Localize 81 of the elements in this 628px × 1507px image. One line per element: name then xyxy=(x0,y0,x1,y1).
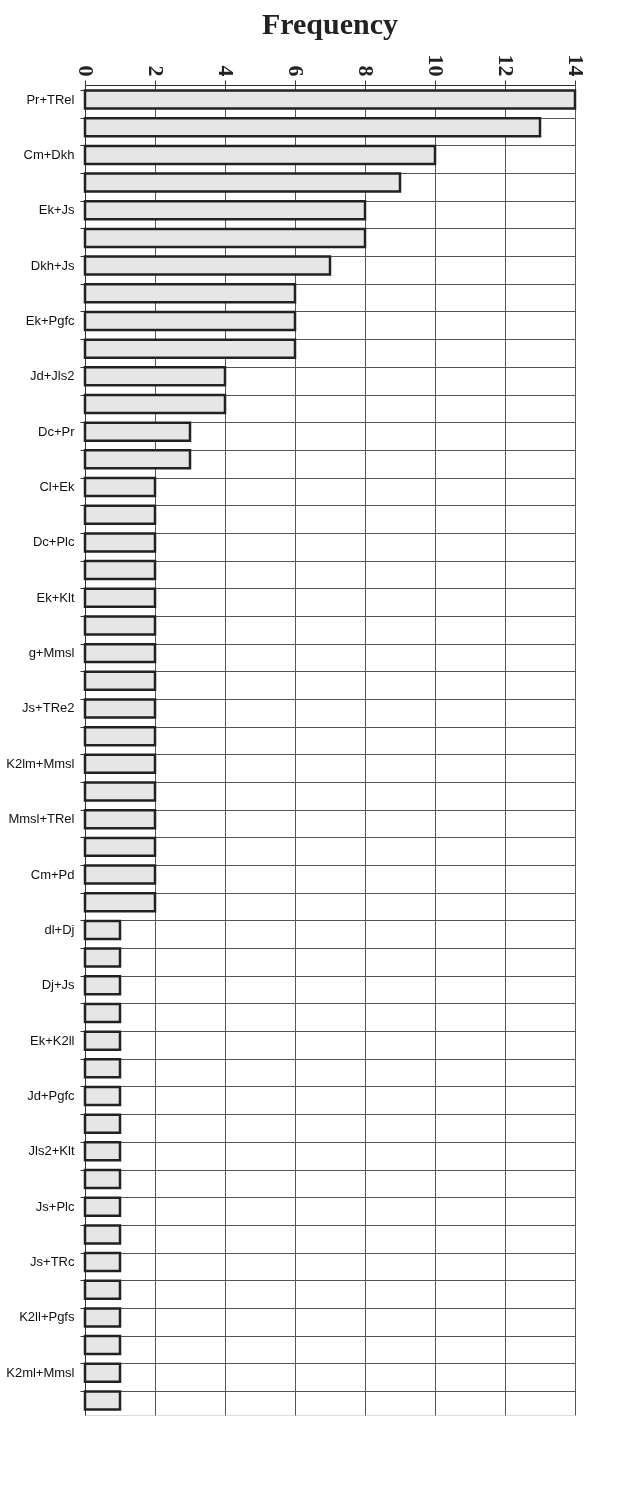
bar xyxy=(83,338,297,359)
bar xyxy=(83,144,437,166)
y-tick-label: Jd+Pgfc xyxy=(27,1087,75,1103)
bar xyxy=(83,1224,122,1245)
bar xyxy=(83,1251,122,1273)
bar xyxy=(83,476,157,498)
y-tick-label: Dc+Pr xyxy=(38,423,76,439)
y-tick-label: K2ll+Pgfs xyxy=(19,1309,75,1325)
bar xyxy=(83,1168,122,1190)
bar xyxy=(83,947,122,968)
bar xyxy=(83,504,157,525)
x-tick-label: 12 xyxy=(493,54,519,77)
bar xyxy=(83,1390,122,1411)
x-tick-label: 0 xyxy=(73,65,99,77)
bar xyxy=(83,1030,122,1051)
bar xyxy=(83,698,157,719)
bar xyxy=(83,89,577,110)
bar xyxy=(83,1362,122,1384)
bar xyxy=(83,753,157,775)
x-tick-label: 14 xyxy=(563,54,589,77)
bar xyxy=(83,559,157,581)
bar xyxy=(83,116,542,138)
x-tick-label: 4 xyxy=(213,65,239,77)
bar xyxy=(83,891,157,913)
bar xyxy=(83,1002,122,1024)
bar xyxy=(83,587,157,609)
bar xyxy=(83,1279,122,1300)
y-tick-label: K2lm+Mmsl xyxy=(6,755,75,771)
bar xyxy=(83,1196,122,1217)
y-tick-label: Cm+Dkh xyxy=(23,146,75,162)
bar xyxy=(83,670,157,692)
bar xyxy=(83,1334,122,1356)
bar xyxy=(83,1113,122,1134)
bar xyxy=(83,449,192,470)
x-tick-label: 6 xyxy=(283,65,309,77)
bar xyxy=(83,283,297,304)
y-tick-label: K2ml+Mmsl xyxy=(6,1364,75,1380)
bar xyxy=(83,615,157,636)
bar xyxy=(83,725,157,747)
bar xyxy=(83,366,227,387)
bar xyxy=(83,864,157,885)
bar xyxy=(83,642,157,664)
bar xyxy=(83,1058,122,1079)
bar xyxy=(83,975,122,996)
bar xyxy=(83,1307,122,1328)
bar xyxy=(83,1141,122,1162)
bar xyxy=(83,1085,122,1107)
bar xyxy=(83,808,157,830)
bar xyxy=(83,532,157,553)
bar xyxy=(83,255,332,276)
bar xyxy=(83,227,367,249)
y-tick-label: Jd+Jls2 xyxy=(30,368,75,384)
y-tick-label: Dc+Plc xyxy=(32,534,75,550)
bar xyxy=(83,919,122,941)
y-tick-label: Mmsl+TRel xyxy=(8,811,75,827)
y-tick-label: Js+Plc xyxy=(35,1198,75,1214)
y-tick-label: Ek+Pgfc xyxy=(25,312,75,328)
y-tick-label: Ek+K2ll xyxy=(30,1032,75,1048)
bar xyxy=(83,421,192,442)
bar xyxy=(83,393,227,415)
y-tick-label: g+Mmsl xyxy=(28,645,75,661)
x-tick-label: 10 xyxy=(423,54,449,77)
bar xyxy=(83,781,157,802)
y-tick-label: Cm+Pd xyxy=(30,866,75,882)
y-tick-label: Dkh+Js xyxy=(30,257,75,273)
chart-title: Frequency xyxy=(261,7,399,40)
y-tick-label: Pr+TRel xyxy=(26,91,75,107)
x-tick-label: 2 xyxy=(143,65,169,77)
y-tick-label: Cl+Ek xyxy=(39,479,75,495)
y-tick-label: Ek+Js xyxy=(38,202,75,218)
y-tick-label: Ek+Klt xyxy=(36,589,75,605)
bar xyxy=(83,836,157,858)
bar xyxy=(83,172,402,193)
x-tick-label: 8 xyxy=(353,65,379,77)
bar xyxy=(83,200,367,221)
y-tick-label: Dj+Js xyxy=(41,977,75,993)
y-tick-label: Js+TRe2 xyxy=(22,700,75,716)
y-tick-label: Jls2+Klt xyxy=(28,1143,75,1159)
y-tick-label: dl+Dj xyxy=(44,921,75,937)
y-tick-label: Js+TRc xyxy=(30,1254,75,1270)
bar xyxy=(83,310,297,332)
